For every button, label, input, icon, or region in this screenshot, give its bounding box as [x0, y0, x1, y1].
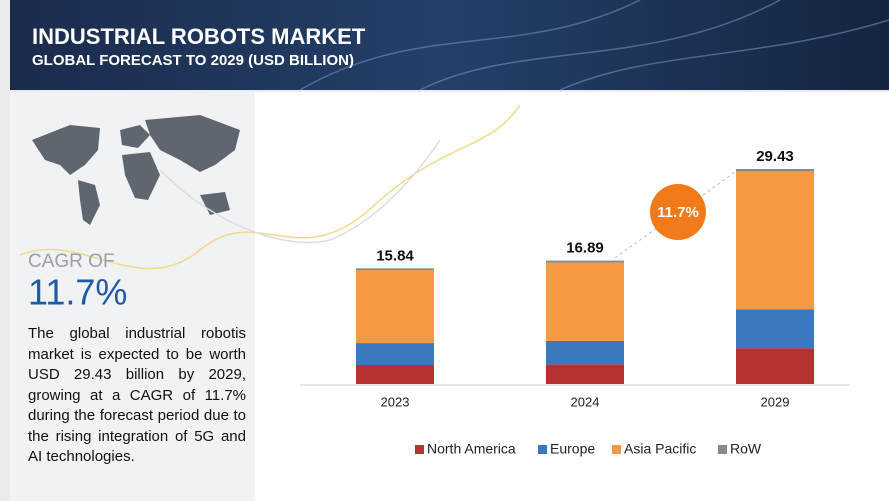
- cagr-badge-label: 11.7%: [657, 204, 699, 221]
- bar-segment: [736, 348, 814, 384]
- bar-segment: [546, 340, 624, 365]
- legend-swatch: [415, 445, 424, 454]
- x-tick-label: 2023: [381, 394, 410, 409]
- bar-segment: [356, 365, 434, 384]
- header-deco: [299, 0, 889, 91]
- bar-segment: [546, 262, 624, 341]
- legend-swatch: [718, 445, 727, 454]
- legend-label: Asia Pacific: [624, 441, 696, 457]
- cagr-caption: CAGR OF: [28, 251, 115, 272]
- bar-segment: [736, 171, 814, 310]
- x-tick-label: 2029: [761, 394, 790, 409]
- legend-label: Europe: [550, 441, 595, 457]
- legend-swatch: [538, 445, 547, 454]
- summary-text: The global industrial robotis market is …: [28, 325, 246, 465]
- total-label: 16.89: [566, 240, 604, 257]
- header-band: [10, 0, 889, 90]
- legend-label: North America: [427, 441, 516, 457]
- deco-curve: [159, 139, 441, 244]
- bar-segment: [546, 260, 624, 263]
- title: INDUSTRIAL ROBOTS MARKET: [32, 24, 366, 49]
- bar-segment: [736, 309, 814, 349]
- total-label: 15.84: [376, 247, 414, 264]
- legend-label: RoW: [730, 441, 762, 457]
- total-label: 29.43: [756, 148, 794, 165]
- deco-curve: [19, 104, 521, 270]
- cagr-value: 11.7%: [28, 272, 127, 313]
- bar-segment: [546, 364, 624, 384]
- bar-segment: [356, 270, 434, 344]
- cagr-badge: [650, 184, 706, 240]
- bar-segment: [356, 268, 434, 271]
- world-map: [32, 115, 240, 225]
- subtitle: GLOBAL FORECAST TO 2029 (USD BILLION): [32, 52, 354, 69]
- x-tick-label: 2024: [571, 394, 600, 409]
- legend-swatch: [612, 445, 621, 454]
- bar-segment: [356, 343, 434, 366]
- bar-segment: [736, 169, 814, 172]
